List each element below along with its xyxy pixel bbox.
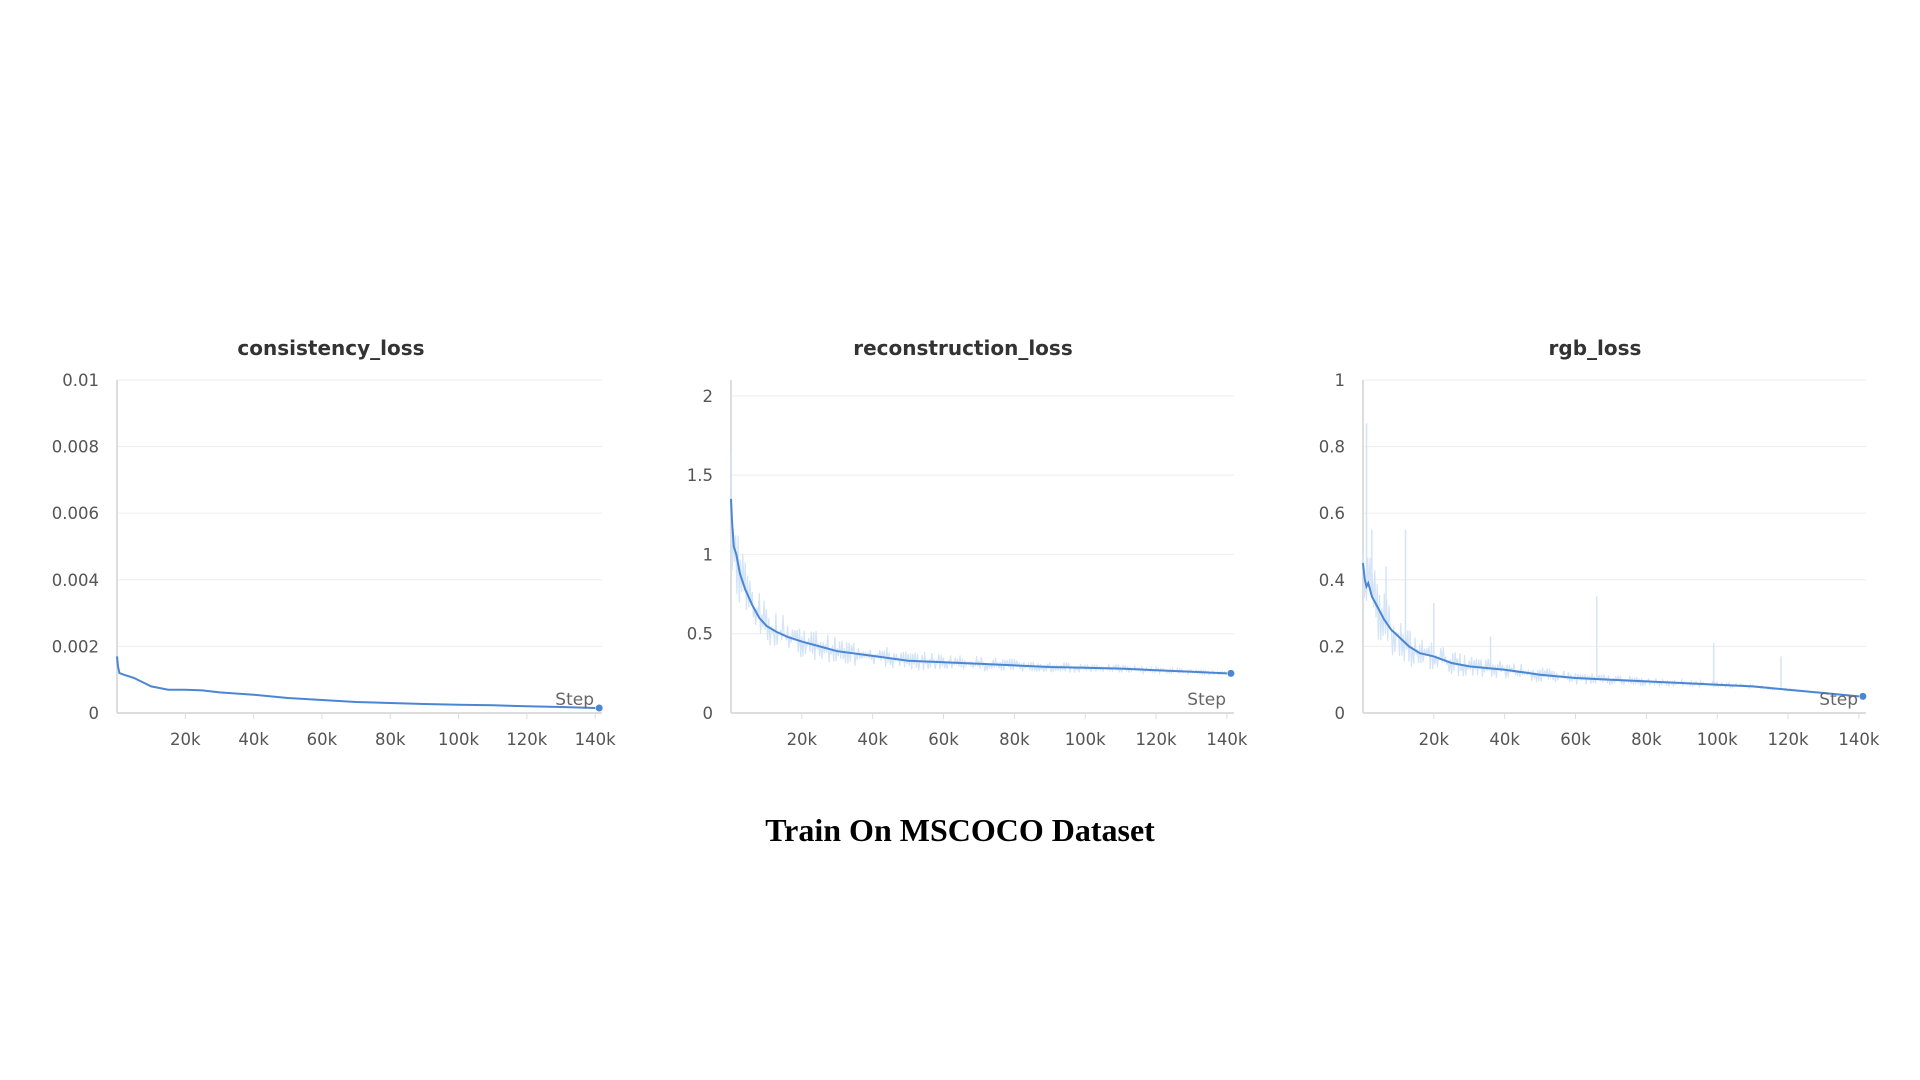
y-tick-label: 1 — [1335, 371, 1346, 390]
x-tick-label: 140k — [1838, 730, 1879, 749]
x-tick-label: 60k — [307, 730, 338, 749]
x-tick-label: 60k — [1560, 730, 1591, 749]
y-tick-label: 0 — [89, 704, 100, 723]
series-end-point — [1859, 692, 1867, 700]
x-tick-label: 20k — [170, 730, 201, 749]
x-tick-label: 120k — [1768, 730, 1809, 749]
x-tick-label: 60k — [928, 730, 959, 749]
x-tick-label: 20k — [1419, 730, 1450, 749]
y-tick-label: 0.01 — [62, 371, 99, 390]
series-line — [116, 656, 596, 709]
y-tick-label: 0.2 — [1319, 637, 1345, 656]
x-tick-label: 80k — [375, 730, 406, 749]
x-tick-label: 40k — [1489, 730, 1520, 749]
x-tick-label: 100k — [1697, 730, 1738, 749]
x-axis-label: Step — [1819, 690, 1858, 710]
x-tick-label: 140k — [1206, 730, 1247, 749]
chart-title: reconstruction_loss — [853, 336, 1072, 360]
x-tick-label: 120k — [1136, 730, 1177, 749]
chart-title: rgb_loss — [1549, 336, 1642, 360]
y-tick-label: 1 — [703, 545, 714, 564]
x-tick-label: 40k — [857, 730, 888, 749]
x-tick-label: 80k — [999, 730, 1030, 749]
series-end-point — [595, 704, 603, 712]
y-tick-label: 0 — [703, 704, 714, 723]
series-line — [1362, 562, 1859, 698]
x-tick-label: 20k — [787, 730, 818, 749]
x-tick-label: 120k — [506, 730, 547, 749]
x-tick-label: 80k — [1631, 730, 1662, 749]
raw-series-line — [116, 656, 596, 709]
y-tick-label: 0 — [1335, 704, 1346, 723]
series-end-point — [1227, 669, 1235, 677]
y-tick-label: 0.8 — [1319, 438, 1345, 457]
series-line — [730, 498, 1227, 675]
x-axis-label: Step — [555, 690, 594, 710]
x-axis-label: Step — [1187, 690, 1226, 710]
x-tick-label: 100k — [438, 730, 479, 749]
x-tick-label: 40k — [238, 730, 269, 749]
y-tick-label: 0.004 — [52, 571, 99, 590]
x-tick-label: 100k — [1065, 730, 1106, 749]
y-tick-label: 2 — [703, 387, 714, 406]
chart-title: consistency_loss — [237, 336, 424, 360]
y-tick-label: 0.4 — [1319, 571, 1345, 590]
raw-series-line — [1362, 556, 1859, 697]
y-tick-label: 0.002 — [52, 637, 99, 656]
y-tick-label: 0.008 — [52, 438, 99, 457]
raw-series-line — [730, 451, 1228, 677]
x-tick-label: 140k — [575, 730, 616, 749]
y-tick-label: 0.6 — [1319, 504, 1345, 523]
figure-caption: Train On MSCOCO Dataset — [765, 812, 1155, 848]
chart-1: consistency_loss 0 0.002 0.004 0.006 0.008 0.0… — [52, 336, 616, 749]
y-tick-label: 0.5 — [687, 625, 713, 644]
y-tick-label: 0.006 — [52, 504, 99, 523]
y-tick-label: 1.5 — [687, 466, 713, 485]
chart-2: reconstruction_loss 0 0.5 1 1.5 2 20k 40k 60k 80k… — [687, 336, 1248, 749]
